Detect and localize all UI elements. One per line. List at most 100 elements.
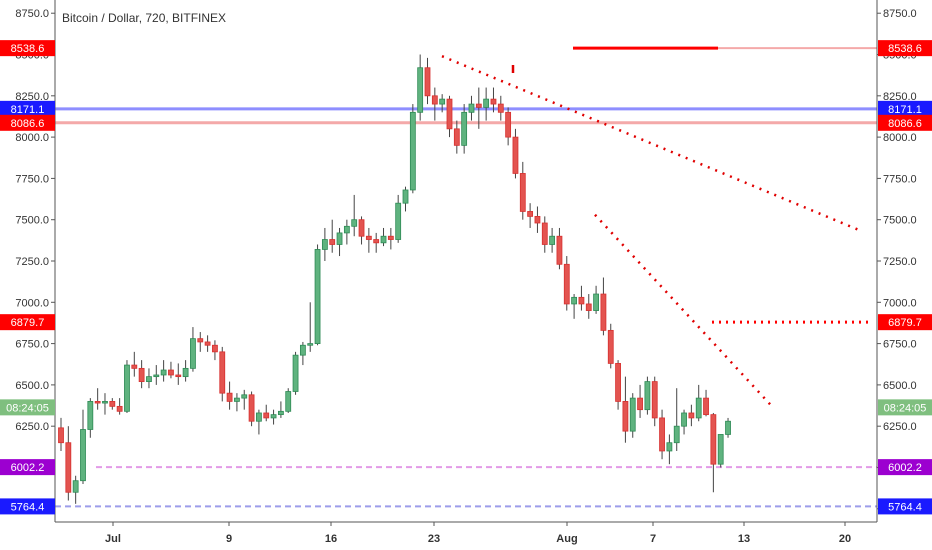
candle-body <box>234 397 240 402</box>
x-tick-label: Aug <box>556 533 577 545</box>
price-tag-right-text: 8086.6 <box>888 118 922 130</box>
countdown-tag-left-text: 08:24:05 <box>6 402 49 414</box>
candle-body <box>146 376 152 382</box>
price-tag-right <box>878 114 932 131</box>
candles <box>58 54 731 504</box>
price-tag-right <box>878 100 932 117</box>
price-tag-left-text: 8171.1 <box>11 104 45 116</box>
candle-body <box>160 369 167 376</box>
candle-body <box>409 111 416 191</box>
candle-body <box>58 427 64 444</box>
candle-body <box>168 369 174 376</box>
candle-body <box>453 128 460 146</box>
candle-body <box>263 412 270 419</box>
candle-body <box>365 235 372 240</box>
candle-body <box>527 211 534 217</box>
candle-body <box>190 338 196 369</box>
candle-body <box>94 401 101 404</box>
y-tick-label-right: 8250.0 <box>883 91 917 103</box>
candle-body <box>725 420 731 435</box>
y-tick-label-left: 6500.0 <box>15 380 49 392</box>
candle-body <box>277 410 284 416</box>
y-tick-label-left: 8000.0 <box>15 132 49 144</box>
candle-body <box>461 111 468 146</box>
x-tick-label: 23 <box>428 533 440 545</box>
x-tick-label: Jul <box>105 533 121 545</box>
countdown-tag-left <box>0 399 55 416</box>
y-tick-label-right: 7500.0 <box>883 215 917 227</box>
candle-body <box>505 111 512 138</box>
price-levels <box>55 46 877 508</box>
candle-body <box>182 367 189 378</box>
candle-body <box>666 442 673 452</box>
price-tag-left <box>0 40 55 57</box>
price-tag-left-text: 5764.4 <box>11 501 45 513</box>
price-tag-left <box>0 459 55 476</box>
candle-body <box>138 367 145 382</box>
y-tick-label-left: 7500.0 <box>15 215 49 227</box>
y-tick-label-right: 8000.0 <box>883 132 917 144</box>
candle-body <box>116 405 123 412</box>
candle-body <box>571 296 577 305</box>
price-tag-left <box>0 100 55 117</box>
axes: 5750.05750.06000.06000.06250.06250.06500… <box>15 0 917 545</box>
candle-body <box>124 364 130 412</box>
price-tags: 8538.6 8538.6 8171.1 8171.1 8086.6 8086.6 6879… <box>0 40 932 515</box>
candle-body <box>256 412 262 422</box>
candle-body <box>695 397 702 419</box>
candle-body <box>717 434 724 465</box>
candle-body <box>651 381 658 419</box>
y-tick-label-left: 8750.0 <box>15 8 49 20</box>
y-tick-label-left: 6750.0 <box>15 339 49 351</box>
y-tick-label-right: 7250.0 <box>883 256 917 268</box>
candle-body <box>72 480 79 493</box>
candle-body <box>102 401 108 404</box>
candle-body <box>87 401 94 430</box>
candle-body <box>248 394 255 422</box>
candle-body <box>512 136 519 174</box>
y-tick-label-left: 7750.0 <box>15 173 49 185</box>
candle-body <box>549 235 556 245</box>
y-tick-label-right: 7000.0 <box>883 297 917 309</box>
candle-body <box>600 293 607 331</box>
candle-body <box>80 429 86 482</box>
x-tick-label: 16 <box>325 533 337 545</box>
candle-body <box>321 239 328 250</box>
candle-body <box>483 98 490 108</box>
candle-body <box>307 343 314 346</box>
candle-body <box>622 401 629 432</box>
candle-body <box>468 103 475 113</box>
price-tag-right-text: 5764.4 <box>888 501 922 513</box>
trendlines <box>441 55 863 408</box>
y-tick-label-left: 7250.0 <box>15 256 49 268</box>
candle-body <box>637 397 643 411</box>
x-tick-label: 7 <box>650 533 656 545</box>
trendline <box>594 213 773 408</box>
candle-body <box>373 239 380 244</box>
chart-title: Bitcoin / Dollar, 720, BITFINEX <box>62 11 226 25</box>
price-tag-left <box>0 498 55 515</box>
price-tag-right <box>878 314 932 331</box>
countdown-tag-right <box>878 399 932 416</box>
candle-body <box>703 397 709 416</box>
candle-body <box>556 235 563 265</box>
candle-body <box>673 425 680 444</box>
price-tag-right-text: 8538.6 <box>888 43 922 55</box>
candle-body <box>615 363 621 402</box>
price-tag-right-text: 6002.2 <box>888 462 922 474</box>
candle-body <box>541 222 548 245</box>
candle-body <box>343 225 350 234</box>
candle-body <box>659 417 665 452</box>
price-tag-right <box>878 459 932 476</box>
candle-body <box>153 374 160 378</box>
candle-body <box>351 219 358 227</box>
x-tick-label: 13 <box>738 533 750 545</box>
candle-body <box>578 296 585 305</box>
price-tag-right-text: 8171.1 <box>888 104 922 116</box>
price-tag-left-text: 8086.6 <box>11 118 45 130</box>
candle-body <box>431 95 438 105</box>
candle-body <box>131 364 138 369</box>
countdown-tag-right-text: 08:24:05 <box>884 402 927 414</box>
candle-body <box>402 189 409 204</box>
candle-body <box>497 103 504 113</box>
